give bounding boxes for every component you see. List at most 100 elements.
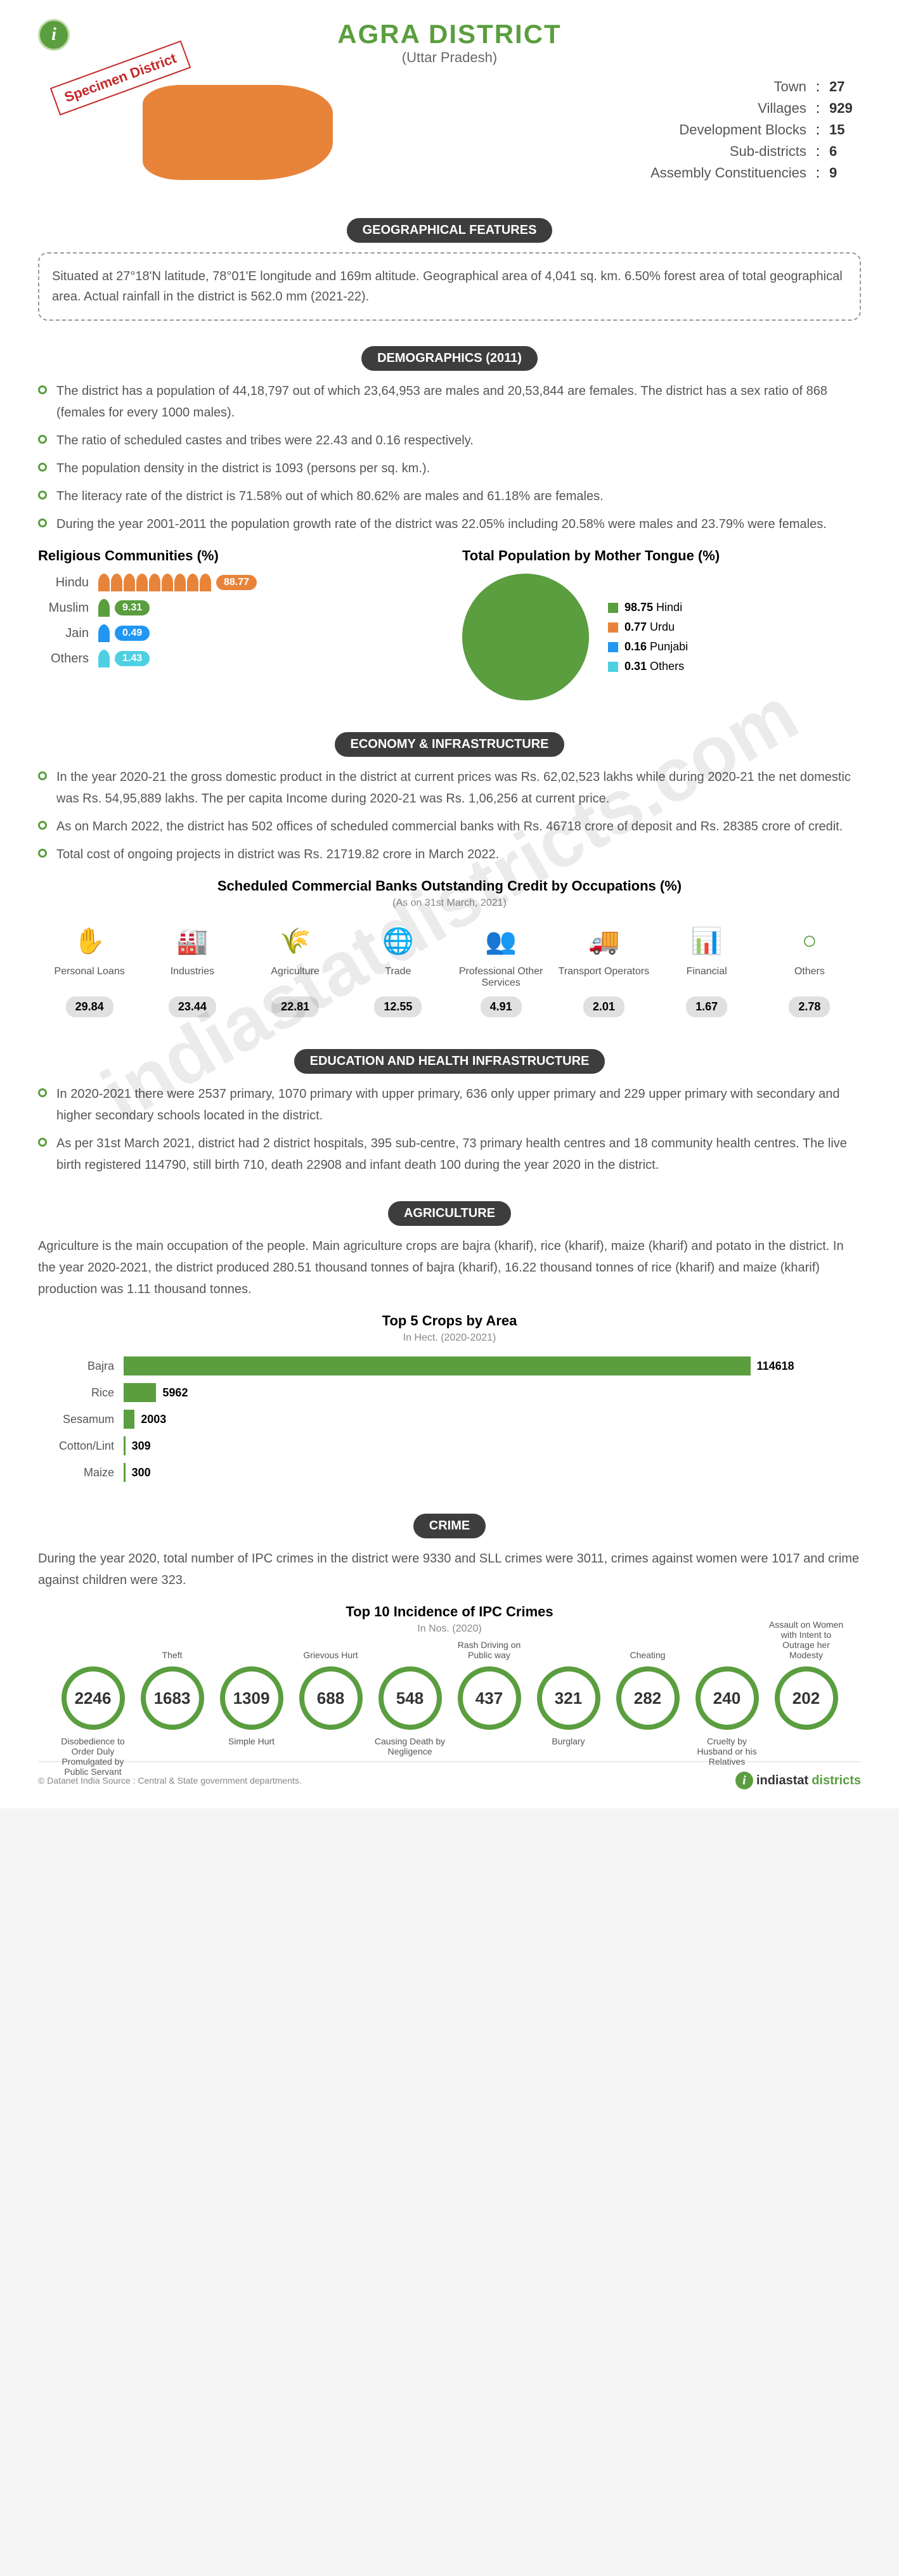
bullet-item: The literacy rate of the district is 71.… [38, 486, 861, 507]
credit-title: Scheduled Commercial Banks Outstanding C… [38, 878, 861, 894]
credit-icon: 🚚 [585, 922, 623, 960]
geo-text: Situated at 27°18'N latitude, 78°01'E lo… [38, 252, 861, 321]
crime-item: Simple Hurt1309 [212, 1666, 291, 1730]
credit-label: Personal Loans [38, 966, 141, 991]
tongue-title: Total Population by Mother Tongue (%) [462, 548, 861, 564]
crop-label: Cotton/Lint [38, 1439, 114, 1453]
credit-label: Industries [141, 966, 243, 991]
crop-bar [124, 1463, 126, 1482]
bullet-text: The district has a population of 44,18,7… [56, 380, 861, 423]
crime-item: Cruelty by Husband or his Relatives240 [687, 1666, 766, 1730]
crime-circle: 1683 [141, 1666, 204, 1730]
crop-bar [124, 1383, 156, 1402]
stat-label: Town [774, 79, 806, 95]
stat-row: Villages:929 [462, 100, 861, 117]
brand-text-2: districts [812, 1774, 861, 1788]
legend-item: 0.31 Others [608, 660, 688, 673]
credit-value: 4.91 [481, 996, 522, 1017]
bullet-icon [38, 435, 47, 444]
bullet-text: Total cost of ongoing projects in distri… [56, 844, 499, 865]
credit-label: Transport Operators [552, 966, 655, 991]
crime-circle: 240 [695, 1666, 759, 1730]
crime-title: Top 10 Incidence of IPC Crimes [38, 1604, 861, 1620]
credit-item: 📊Financial1.67 [656, 922, 758, 1017]
credit-caption: (As on 31st March, 2021) [38, 898, 861, 909]
tongue-col: Total Population by Mother Tongue (%) 98… [462, 548, 861, 700]
legend-item: 0.77 Urdu [608, 621, 688, 634]
bullet-item: In 2020-2021 there were 2537 primary, 10… [38, 1083, 861, 1126]
religion-value: 9.31 [115, 600, 150, 615]
person-icon [124, 574, 135, 591]
legend-value: 0.31 Others [624, 660, 684, 673]
legend-swatch [608, 603, 618, 613]
crime-item: Grievous Hurt688 [291, 1666, 370, 1730]
person-icon [98, 599, 110, 617]
credit-item: 🌐Trade12.55 [347, 922, 450, 1017]
stat-value: 9 [829, 165, 861, 181]
education-header: EDUCATION AND HEALTH INFRASTRUCTURE [294, 1049, 605, 1074]
crop-row: Cotton/Lint309 [38, 1436, 861, 1455]
economy-bullets: In the year 2020-21 the gross domestic p… [38, 766, 861, 865]
bullet-item: In the year 2020-21 the gross domestic p… [38, 766, 861, 809]
crime-label: Cruelty by Husband or his Relatives [689, 1736, 765, 1767]
crop-row: Bajra114618 [38, 1356, 861, 1375]
religion-label: Others [38, 652, 89, 666]
crime-circle: 282 [616, 1666, 680, 1730]
religion-title: Religious Communities (%) [38, 548, 437, 564]
crop-value: 5962 [162, 1386, 188, 1400]
crime-caption: In Nos. (2020) [38, 1623, 861, 1635]
district-map-shape [143, 85, 333, 180]
crime-circle: 548 [378, 1666, 442, 1730]
bullet-item: During the year 2001-2011 the population… [38, 513, 861, 535]
bullet-item: Total cost of ongoing projects in distri… [38, 844, 861, 865]
crime-item: Burglary321 [529, 1666, 608, 1730]
credit-value: 1.67 [686, 996, 727, 1017]
legend-swatch [608, 642, 618, 652]
stat-row: Assembly Constituencies:9 [462, 165, 861, 181]
credit-icon: 📊 [688, 922, 726, 960]
legend-item: 0.16 Punjabi [608, 640, 688, 654]
crime-circle: 1309 [220, 1666, 283, 1730]
bullet-icon [38, 849, 47, 858]
religion-label: Jain [38, 626, 89, 641]
crime-para: During the year 2020, total number of IP… [38, 1548, 861, 1591]
bullet-icon [38, 821, 47, 830]
bullet-icon [38, 1138, 47, 1147]
education-bullets: In 2020-2021 there were 2537 primary, 10… [38, 1083, 861, 1176]
crop-bar [124, 1356, 751, 1375]
stat-value: 27 [829, 79, 861, 95]
crime-item: Theft1683 [133, 1666, 212, 1730]
logo-icon: i [735, 1772, 753, 1789]
credit-icon: ✋ [70, 922, 108, 960]
bullet-icon [38, 491, 47, 499]
crop-row: Rice5962 [38, 1383, 861, 1402]
crime-label: Rash Driving on Public way [451, 1640, 527, 1660]
religion-value: 1.43 [115, 651, 150, 666]
person-icon [98, 650, 110, 667]
bullet-item: The ratio of scheduled castes and tribes… [38, 430, 861, 451]
stat-label: Villages [758, 100, 806, 117]
credit-item: ○Others2.78 [758, 922, 861, 1017]
religion-label: Hindu [38, 576, 89, 590]
legend-swatch [608, 662, 618, 672]
person-icon [98, 624, 110, 642]
religion-bar: 88.77 [98, 574, 437, 591]
crops-chart: Bajra114618 Rice5962 Sesamum 2003 Cotton/Lin… [38, 1356, 861, 1482]
credit-label: Others [758, 966, 861, 991]
crime-item: Disobedience to Order Duly Promulgated b… [53, 1666, 133, 1730]
pie-legend: 98.75 Hindi0.77 Urdu0.16 Punjabi0.31 Oth… [608, 601, 688, 673]
footer-logo: i indiastatdistricts [735, 1772, 861, 1789]
crime-row: Disobedience to Order Duly Promulgated b… [38, 1666, 861, 1730]
crop-row: Maize300 [38, 1463, 861, 1482]
page-title: AGRA DISTRICT [38, 19, 861, 49]
legend-swatch [608, 622, 618, 633]
crop-row: Sesamum 2003 [38, 1410, 861, 1429]
crop-label: Sesamum [38, 1413, 114, 1426]
bullet-icon [38, 385, 47, 394]
crime-circle: 437 [458, 1666, 521, 1730]
crop-label: Bajra [38, 1360, 114, 1373]
crop-value: 2003 [141, 1413, 166, 1426]
bullet-item: As on March 2022, the district has 502 o… [38, 816, 861, 837]
crime-circle: 2246 [61, 1666, 125, 1730]
crop-bar [124, 1410, 134, 1429]
